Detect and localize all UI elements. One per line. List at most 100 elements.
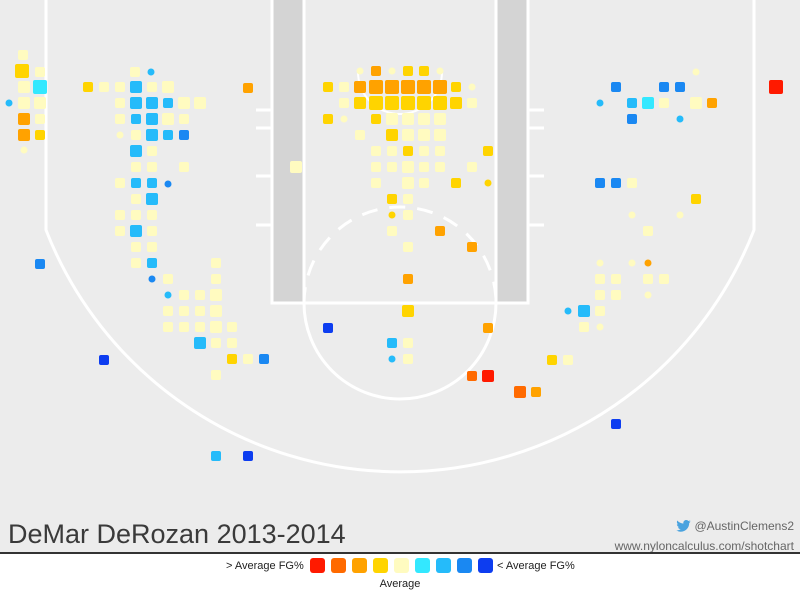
shot-marker [402, 305, 414, 317]
shot-marker [83, 82, 93, 92]
shot-marker [387, 226, 397, 236]
shot-marker [179, 114, 189, 124]
shot-marker [146, 113, 158, 125]
shot-marker [164, 180, 172, 188]
shot-marker [483, 146, 493, 156]
shot-marker [401, 80, 415, 94]
shot-marker [115, 98, 125, 108]
shot-marker [211, 370, 221, 380]
shot-marker [690, 97, 702, 109]
shot-marker [388, 355, 396, 363]
shot-marker [15, 64, 29, 78]
shot-marker [18, 97, 30, 109]
shot-marker [403, 210, 413, 220]
shot-chart: DeMar DeRozan 2013-2014 @AustinClemens2 … [0, 0, 800, 552]
shot-marker [147, 242, 157, 252]
shot-marker [130, 67, 140, 77]
shot-marker [210, 321, 222, 333]
shot-marker [163, 98, 173, 108]
paint-inner [302, 0, 498, 305]
shot-marker [418, 113, 430, 125]
shot-marker [5, 99, 13, 107]
shot-marker [35, 130, 45, 140]
shot-marker [467, 98, 477, 108]
shot-marker [403, 146, 413, 156]
shot-marker [675, 82, 685, 92]
shot-marker [243, 451, 253, 461]
free-throw-circle-bottom [302, 302, 498, 401]
shot-marker [369, 96, 383, 110]
shot-marker [34, 97, 46, 109]
legend-swatch [415, 558, 430, 573]
shot-marker [387, 338, 397, 348]
divider [0, 552, 800, 554]
shot-marker [595, 306, 605, 316]
shot-marker [323, 82, 333, 92]
legend-swatch [310, 558, 325, 573]
shot-marker [146, 193, 158, 205]
shot-marker [131, 178, 141, 188]
shot-marker [643, 274, 653, 284]
shot-marker [99, 355, 109, 365]
shot-marker [290, 161, 302, 173]
shot-marker [147, 178, 157, 188]
shot-marker [627, 98, 637, 108]
shot-marker [33, 80, 47, 94]
three-point-arc [44, 0, 756, 474]
shot-marker [35, 67, 45, 77]
shot-marker [355, 130, 365, 140]
shot-marker [369, 80, 383, 94]
legend-average-label: Average [379, 578, 421, 590]
shot-marker [387, 162, 397, 172]
shot-marker [147, 82, 157, 92]
shot-marker [691, 194, 701, 204]
shot-marker [467, 162, 477, 172]
shot-marker [164, 291, 172, 299]
shot-marker [18, 113, 30, 125]
shot-marker [417, 80, 431, 94]
shot-marker [402, 177, 414, 189]
shot-marker [434, 113, 446, 125]
shot-marker [627, 114, 637, 124]
legend-swatch [331, 558, 346, 573]
shot-marker [468, 83, 476, 91]
shot-marker [371, 66, 381, 76]
shot-marker [195, 290, 205, 300]
shot-marker [435, 162, 445, 172]
shot-marker [227, 354, 237, 364]
shot-marker [35, 114, 45, 124]
shot-marker [147, 162, 157, 172]
shot-marker [403, 66, 413, 76]
shot-marker [419, 146, 429, 156]
legend-swatch [352, 558, 367, 573]
shot-markers [5, 50, 783, 461]
shot-marker [769, 80, 783, 94]
shot-marker [356, 67, 364, 75]
shot-marker [243, 83, 253, 93]
shot-marker [147, 210, 157, 220]
shot-marker [417, 96, 431, 110]
shot-marker [115, 114, 125, 124]
shot-marker [547, 355, 557, 365]
shot-marker [676, 211, 684, 219]
shot-marker [211, 338, 221, 348]
shot-marker [385, 96, 399, 110]
shot-marker [211, 274, 221, 284]
shot-marker [179, 130, 189, 140]
website-credit[interactable]: www.nyloncalculus.com/shotchart [614, 539, 794, 552]
shot-marker [451, 82, 461, 92]
shot-marker [403, 194, 413, 204]
shot-marker [371, 178, 381, 188]
legend-swatch [394, 558, 409, 573]
shot-marker [211, 258, 221, 268]
shot-marker [18, 81, 30, 93]
shot-marker [387, 194, 397, 204]
shot-marker [195, 306, 205, 316]
shot-marker [403, 242, 413, 252]
shot-marker [131, 162, 141, 172]
shot-marker [450, 97, 462, 109]
shot-marker [195, 322, 205, 332]
shot-marker [643, 226, 653, 236]
twitter-credit[interactable]: @AustinClemens2 [615, 516, 794, 536]
shot-marker [578, 305, 590, 317]
